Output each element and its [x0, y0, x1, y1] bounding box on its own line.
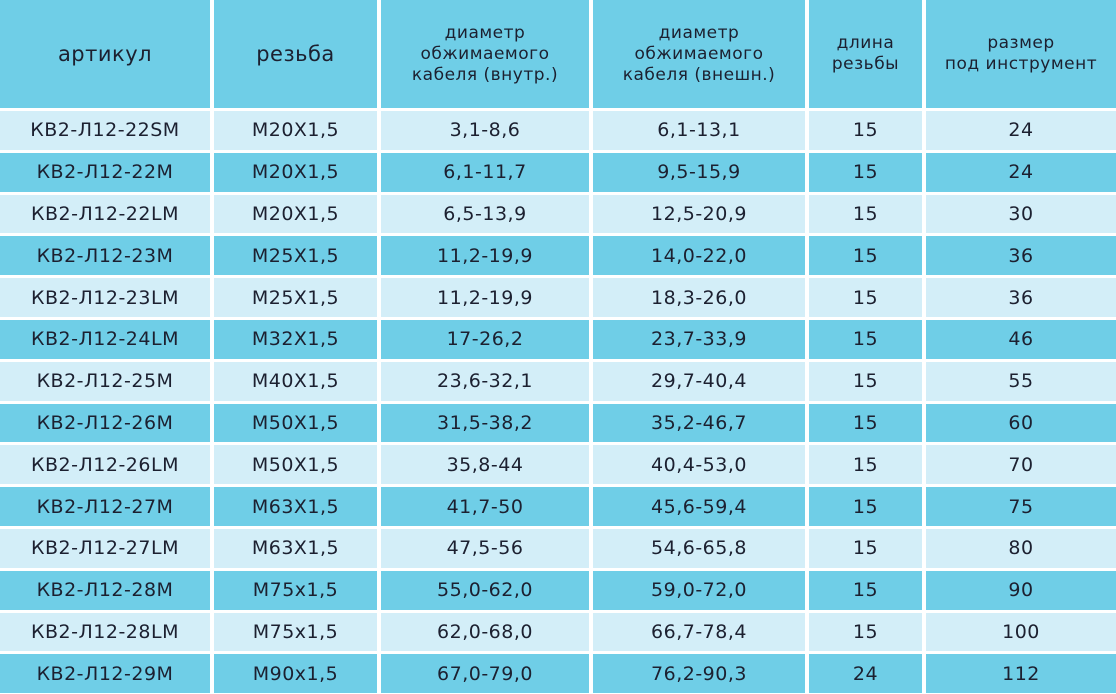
- table-cell: 70: [926, 445, 1116, 485]
- table-cell: 45,6-59,4: [593, 487, 805, 526]
- table-cell: M50X1,5: [214, 445, 377, 485]
- table-cell: 17-26,2: [381, 319, 589, 359]
- table-cell: M63X1,5: [214, 487, 377, 526]
- header-cell: диаметр обжимаемого кабеля (внутр.): [381, 0, 589, 108]
- table-cell: КВ2-Л12-26LM: [0, 445, 210, 485]
- table-cell: 15: [809, 278, 922, 317]
- header-cell: диаметр обжимаемого кабеля (внешн.): [593, 0, 805, 108]
- table-cell: 23,6-32,1: [381, 361, 589, 401]
- table-cell: 80: [926, 528, 1116, 568]
- table-cell: M63X1,5: [214, 528, 377, 568]
- table-cell: 15: [809, 403, 922, 443]
- table-cell: 67,0-79,0: [381, 654, 589, 694]
- table-cell: 15: [809, 194, 922, 234]
- table-cell: 23,7-33,9: [593, 319, 805, 359]
- table-cell: КВ2-Л12-25M: [0, 361, 210, 401]
- table-cell: 24: [926, 152, 1116, 192]
- table-cell: M25X1,5: [214, 278, 377, 317]
- table-cell: 62,0-68,0: [381, 612, 589, 652]
- table-cell: КВ2-Л12-29M: [0, 654, 210, 694]
- table-cell: 46: [926, 319, 1116, 359]
- table-cell: 15: [809, 236, 922, 276]
- table-cell: M20X1,5: [214, 111, 377, 150]
- table-cell: M32X1,5: [214, 319, 377, 359]
- table-cell: 35,2-46,7: [593, 403, 805, 443]
- table-cell: 36: [926, 278, 1116, 317]
- table-cell: КВ2-Л12-22SM: [0, 111, 210, 150]
- table-cell: 6,1-13,1: [593, 111, 805, 150]
- table-cell: M20X1,5: [214, 152, 377, 192]
- table-cell: 55: [926, 361, 1116, 401]
- header-cell: размер под инструмент: [926, 0, 1116, 108]
- table-cell: КВ2-Л12-27LM: [0, 528, 210, 568]
- table-cell: 15: [809, 487, 922, 526]
- table-cell: 55,0-62,0: [381, 570, 589, 610]
- table-cell: 90: [926, 570, 1116, 610]
- table-cell: M75x1,5: [214, 612, 377, 652]
- table-cell: КВ2-Л12-23LM: [0, 278, 210, 317]
- table-cell: M90x1,5: [214, 654, 377, 694]
- table-cell: 15: [809, 361, 922, 401]
- table-cell: 76,2-90,3: [593, 654, 805, 694]
- header-cell: длина резьбы: [809, 0, 922, 108]
- table-cell: 29,7-40,4: [593, 361, 805, 401]
- table-cell: КВ2-Л12-28M: [0, 570, 210, 610]
- table-cell: КВ2-Л12-22M: [0, 152, 210, 192]
- table-cell: 15: [809, 319, 922, 359]
- table-cell: 18,3-26,0: [593, 278, 805, 317]
- table-cell: 66,7-78,4: [593, 612, 805, 652]
- table-cell: 112: [926, 654, 1116, 694]
- table-cell: 40,4-53,0: [593, 445, 805, 485]
- table-cell: 15: [809, 152, 922, 192]
- table-cell: 24: [926, 111, 1116, 150]
- table-cell: M20X1,5: [214, 194, 377, 234]
- table-cell: 30: [926, 194, 1116, 234]
- table-cell: 15: [809, 570, 922, 610]
- table-cell: M40X1,5: [214, 361, 377, 401]
- table-cell: 24: [809, 654, 922, 694]
- table-cell: 100: [926, 612, 1116, 652]
- table-cell: КВ2-Л12-26M: [0, 403, 210, 443]
- table-cell: 75: [926, 487, 1116, 526]
- table-cell: 9,5-15,9: [593, 152, 805, 192]
- table-cell: 35,8-44: [381, 445, 589, 485]
- table-cell: 59,0-72,0: [593, 570, 805, 610]
- table-cell: 11,2-19,9: [381, 236, 589, 276]
- table-cell: КВ2-Л12-23M: [0, 236, 210, 276]
- header-cell: артикул: [0, 0, 210, 108]
- table-cell: КВ2-Л12-24LM: [0, 319, 210, 359]
- table-cell: 15: [809, 612, 922, 652]
- table-cell: 36: [926, 236, 1116, 276]
- table-cell: 54,6-65,8: [593, 528, 805, 568]
- table-cell: M25X1,5: [214, 236, 377, 276]
- table-cell: 14,0-22,0: [593, 236, 805, 276]
- table-cell: 15: [809, 445, 922, 485]
- table-cell: КВ2-Л12-28LM: [0, 612, 210, 652]
- table-cell: 6,1-11,7: [381, 152, 589, 192]
- header-cell: резьба: [214, 0, 377, 108]
- table-cell: M75x1,5: [214, 570, 377, 610]
- table-cell: 15: [809, 111, 922, 150]
- table-cell: M50X1,5: [214, 403, 377, 443]
- table-cell: 6,5-13,9: [381, 194, 589, 234]
- table-cell: 31,5-38,2: [381, 403, 589, 443]
- table-cell: 15: [809, 528, 922, 568]
- table-cell: КВ2-Л12-22LM: [0, 194, 210, 234]
- table-cell: 60: [926, 403, 1116, 443]
- table-cell: 41,7-50: [381, 487, 589, 526]
- table-cell: КВ2-Л12-27M: [0, 487, 210, 526]
- table-cell: 11,2-19,9: [381, 278, 589, 317]
- table-cell: 47,5-56: [381, 528, 589, 568]
- table-cell: 3,1-8,6: [381, 111, 589, 150]
- table-cell: 12,5-20,9: [593, 194, 805, 234]
